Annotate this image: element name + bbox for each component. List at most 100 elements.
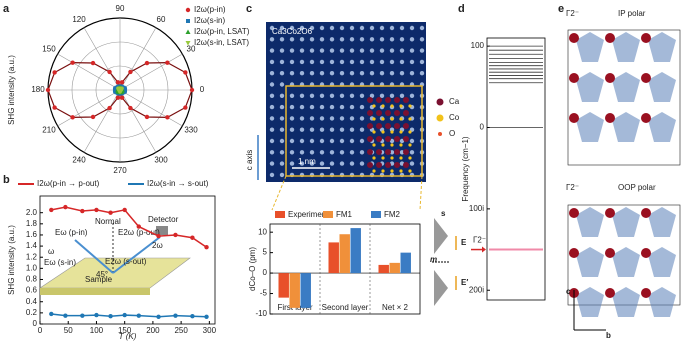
ca-atom bbox=[385, 149, 391, 155]
atom-spot bbox=[349, 71, 355, 76]
ca-atom bbox=[605, 208, 615, 218]
grid-line bbox=[57, 89, 121, 127]
polyhedron bbox=[612, 32, 640, 62]
marker bbox=[90, 114, 96, 120]
structure-label: b bbox=[606, 331, 611, 340]
co-atom bbox=[408, 169, 412, 173]
atom-spot bbox=[339, 116, 345, 121]
structure-label: Γ2⁻ bbox=[566, 183, 579, 192]
polyhedron bbox=[648, 247, 676, 277]
atom-spot bbox=[279, 127, 285, 132]
atom-spot bbox=[379, 25, 385, 31]
diagram-label: E′ bbox=[461, 278, 468, 287]
atom-spot bbox=[339, 161, 345, 166]
y-tick-label: 0 bbox=[33, 319, 38, 328]
y-tick-label: 0.2 bbox=[26, 308, 38, 317]
atom-spot bbox=[299, 116, 305, 121]
atom-spot bbox=[359, 116, 365, 121]
co-atom bbox=[381, 104, 385, 108]
marker bbox=[119, 80, 125, 85]
atom-spot bbox=[339, 127, 345, 132]
atom-spot bbox=[389, 59, 395, 65]
atom-spot bbox=[349, 104, 355, 110]
legend-label: Experiment bbox=[288, 210, 329, 219]
atom-spot bbox=[339, 59, 345, 65]
y-tick-label: 0.8 bbox=[26, 275, 38, 284]
marker bbox=[90, 60, 96, 66]
atom-spot bbox=[379, 71, 385, 76]
legend-label: Ca bbox=[449, 97, 460, 106]
atom-spot bbox=[379, 48, 385, 53]
polyhedron bbox=[648, 112, 676, 142]
marker bbox=[186, 19, 190, 23]
atom-spot bbox=[349, 150, 355, 155]
atom-spot bbox=[269, 37, 275, 42]
marker bbox=[70, 60, 75, 65]
marker bbox=[122, 207, 127, 213]
atom-spot bbox=[319, 150, 325, 155]
atom-spot bbox=[409, 138, 415, 144]
co-atom bbox=[399, 143, 403, 147]
marker bbox=[185, 29, 191, 34]
ca-atom bbox=[376, 162, 382, 168]
y-tick-label: 2.0 bbox=[26, 208, 38, 217]
atom-spot bbox=[329, 48, 335, 53]
polyhedron bbox=[648, 72, 676, 102]
atom-spot bbox=[349, 93, 355, 99]
y-tick-label: 10 bbox=[258, 227, 267, 236]
atom-spot bbox=[329, 59, 335, 65]
atom-spot bbox=[279, 71, 285, 76]
atom-spot bbox=[419, 25, 425, 31]
ca-atom bbox=[605, 73, 615, 83]
panel-label: c bbox=[246, 3, 252, 15]
atom-spot bbox=[359, 150, 365, 155]
atom-spot bbox=[419, 71, 425, 76]
atom-spot bbox=[309, 116, 315, 121]
atom-spot bbox=[309, 104, 315, 110]
atom-spot bbox=[379, 37, 385, 42]
atom-spot bbox=[379, 59, 385, 65]
marker bbox=[144, 60, 150, 66]
marker bbox=[136, 224, 141, 229]
detector bbox=[156, 226, 168, 235]
atom-spot bbox=[359, 48, 365, 53]
ca-atom bbox=[394, 149, 400, 155]
co-atom bbox=[381, 169, 385, 173]
atom-spot bbox=[289, 59, 295, 65]
ca-atom bbox=[641, 33, 651, 43]
atom-spot bbox=[289, 37, 295, 42]
ca-atom bbox=[376, 97, 382, 103]
atom-spot bbox=[359, 104, 365, 110]
y-tick-label: 0 bbox=[480, 123, 485, 132]
atom-spot bbox=[309, 59, 315, 65]
atom-spot bbox=[399, 48, 405, 53]
atom-spot bbox=[269, 48, 275, 53]
atom-spot bbox=[339, 150, 345, 155]
y-tick-label: 100i bbox=[469, 204, 484, 213]
co-atom bbox=[381, 117, 385, 121]
theta-tick-label: 0 bbox=[200, 85, 205, 94]
marker bbox=[190, 314, 195, 319]
atom-spot bbox=[369, 93, 375, 99]
atom-spot bbox=[319, 37, 325, 42]
ca-atom bbox=[376, 136, 382, 142]
atom-spot bbox=[409, 161, 415, 166]
atom-spot bbox=[289, 150, 295, 155]
atom-spot bbox=[319, 48, 325, 53]
ca-atom bbox=[641, 288, 651, 298]
atom-spot bbox=[359, 138, 365, 144]
x-tick-label: 300 bbox=[203, 326, 217, 335]
ca-atom bbox=[385, 97, 391, 103]
bar bbox=[328, 242, 339, 274]
bar bbox=[339, 234, 350, 274]
inset-label: Eω (s-in) bbox=[44, 258, 76, 267]
grid-line bbox=[119, 89, 183, 127]
atom-spot bbox=[279, 116, 285, 121]
bar bbox=[300, 273, 311, 308]
atom-spot bbox=[349, 138, 355, 144]
inset-label: Eω (p-in) bbox=[55, 228, 88, 237]
inset-label: Detector bbox=[148, 215, 179, 224]
atom-spot bbox=[389, 150, 395, 155]
atom-spot bbox=[269, 59, 275, 65]
